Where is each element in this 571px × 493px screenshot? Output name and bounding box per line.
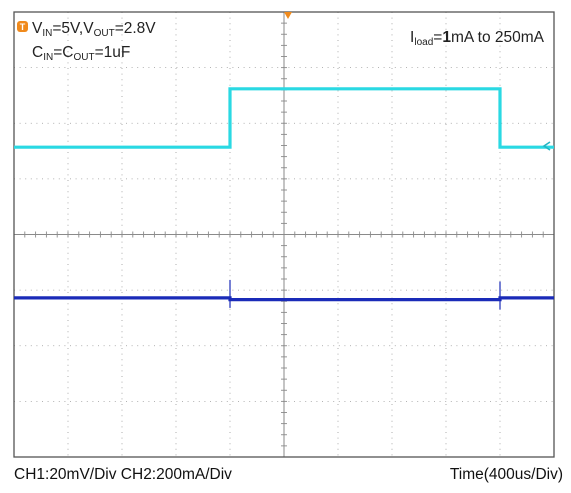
oscilloscope-plot: T VIN=5V,VOUT=2.8V CIN=COUT=1uF Iload=1m… xyxy=(0,0,571,462)
input-output-voltage-annotation: VIN=5V,VOUT=2.8V xyxy=(32,20,156,39)
channel-scale-label: CH1:20mV/Div CH2:200mA/Div xyxy=(14,466,232,483)
time-scale-label: Time(400us/Div) xyxy=(449,466,563,483)
channel-1-badge-glyph: T xyxy=(20,22,26,32)
plot-background xyxy=(0,0,571,462)
load-current-annotation: Iload=1mA to 250mA xyxy=(410,29,545,48)
traces xyxy=(14,87,554,310)
plot-grid xyxy=(14,12,554,457)
series-1-trace xyxy=(14,87,554,149)
channel-offset-marker-icon xyxy=(542,141,551,151)
series-2-trace xyxy=(14,296,554,302)
capacitor-annotation: CIN=COUT=1uF xyxy=(32,44,130,63)
channel-1-badge-icon xyxy=(17,21,28,32)
trigger-marker-icon xyxy=(284,12,292,19)
